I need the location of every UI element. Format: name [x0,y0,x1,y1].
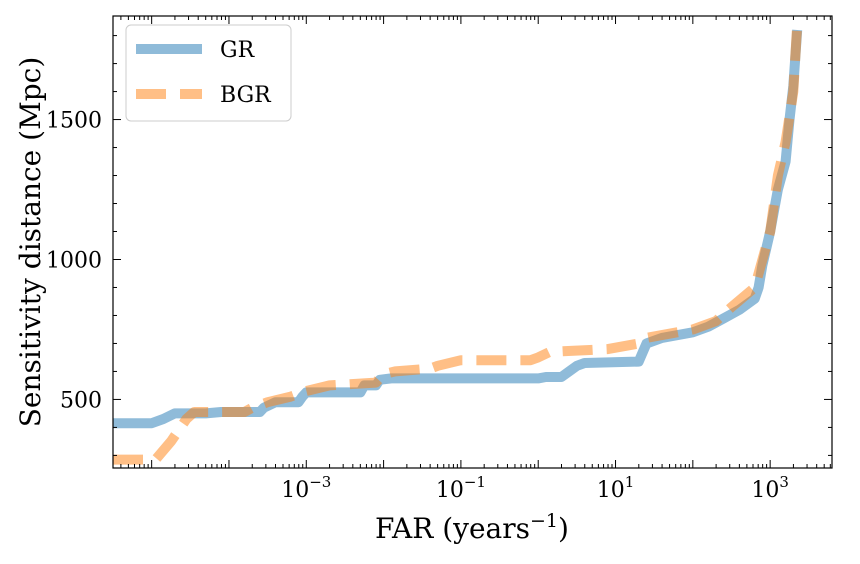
series-layer [113,24,803,465]
y-tick-label: 1500 [46,109,102,134]
x-tick-labels: 10−3 10−1 101 103 [281,473,789,503]
tick-layer [113,16,832,468]
x-axis-label: FAR (years−1) [375,510,569,545]
series-line-bgr [113,24,803,465]
legend-label-bgr: BGR [220,83,272,108]
x-tick-label: 10−1 [436,473,486,503]
legend-label-gr: GR [220,38,256,63]
y-tick-labels: 500 1000 1500 [46,109,102,414]
x-tick-label: 101 [597,473,635,503]
y-tick-label: 500 [60,388,102,413]
y-tick-label: 1000 [46,248,102,273]
plot-frame [112,15,833,469]
legend: GR BGR [125,24,292,122]
x-tick-label: 10−3 [281,473,331,503]
x-tick-label: 103 [751,473,789,503]
y-axis-label: Sensitivity distance (Mpc) [14,57,47,428]
